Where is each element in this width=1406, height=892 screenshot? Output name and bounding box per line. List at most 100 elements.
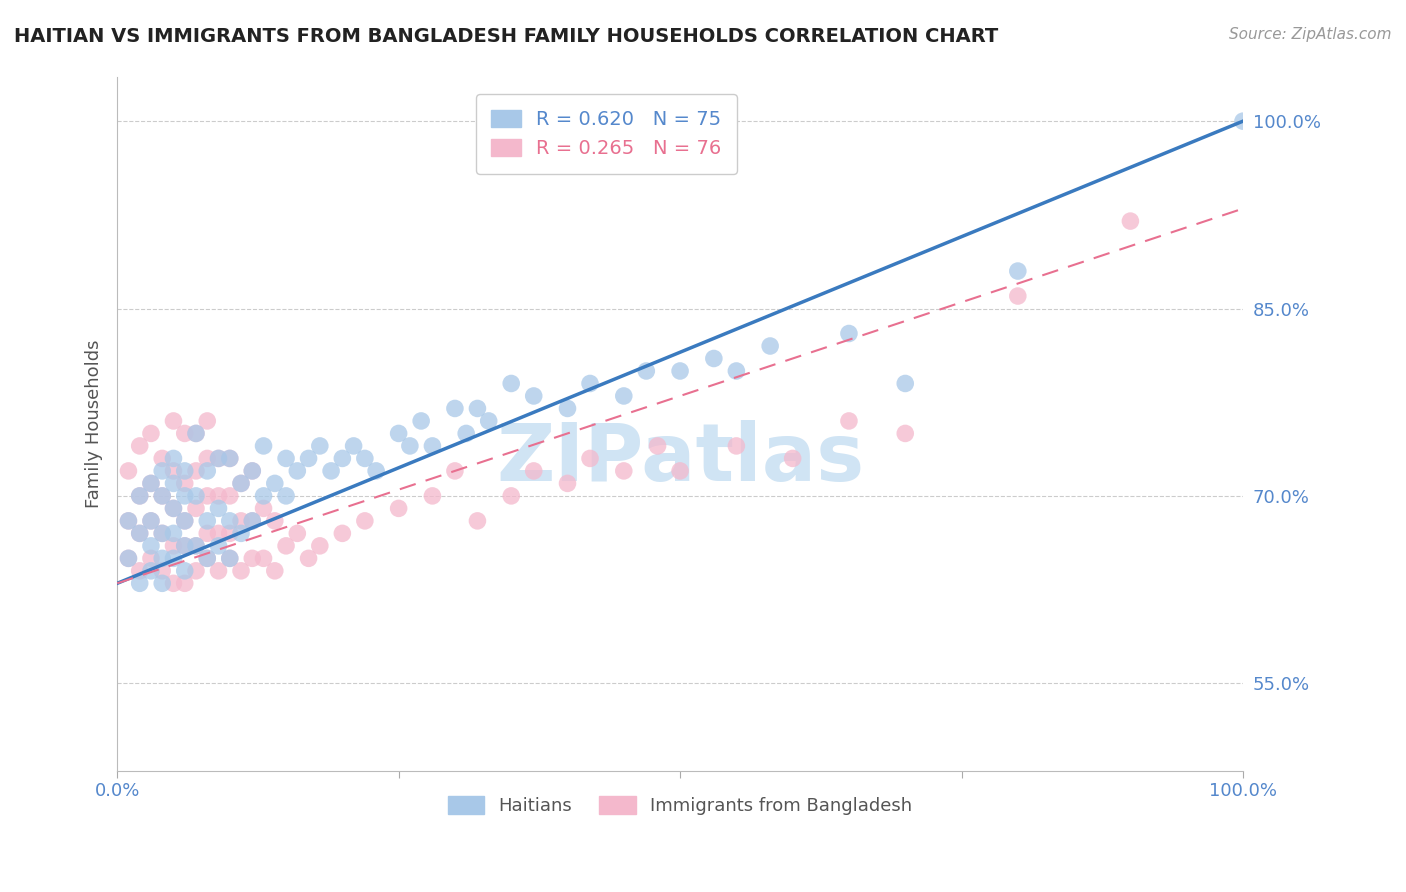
- Point: [229, 564, 252, 578]
- Point: [162, 464, 184, 478]
- Point: [613, 464, 636, 478]
- Point: [162, 551, 184, 566]
- Point: [297, 451, 319, 466]
- Point: [838, 414, 860, 428]
- Point: [150, 489, 173, 503]
- Point: [218, 551, 240, 566]
- Point: [274, 451, 297, 466]
- Point: [557, 476, 579, 491]
- Point: [782, 451, 804, 466]
- Point: [207, 539, 229, 553]
- Point: [240, 551, 263, 566]
- Point: [207, 564, 229, 578]
- Point: [173, 489, 195, 503]
- Point: [218, 514, 240, 528]
- Legend: Haitians, Immigrants from Bangladesh: Haitians, Immigrants from Bangladesh: [439, 787, 921, 824]
- Point: [195, 551, 218, 566]
- Point: [195, 414, 218, 428]
- Point: [240, 464, 263, 478]
- Point: [354, 451, 377, 466]
- Point: [162, 501, 184, 516]
- Point: [579, 376, 602, 391]
- Point: [184, 489, 207, 503]
- Point: [252, 439, 274, 453]
- Point: [184, 539, 207, 553]
- Point: [523, 389, 546, 403]
- Point: [173, 539, 195, 553]
- Point: [139, 539, 162, 553]
- Point: [139, 514, 162, 528]
- Point: [319, 464, 342, 478]
- Point: [229, 526, 252, 541]
- Point: [150, 526, 173, 541]
- Point: [725, 364, 748, 378]
- Point: [207, 501, 229, 516]
- Point: [894, 426, 917, 441]
- Point: [162, 576, 184, 591]
- Point: [229, 514, 252, 528]
- Point: [195, 464, 218, 478]
- Y-axis label: Family Households: Family Households: [86, 340, 103, 508]
- Point: [229, 476, 252, 491]
- Point: [150, 489, 173, 503]
- Point: [240, 514, 263, 528]
- Point: [150, 526, 173, 541]
- Point: [184, 501, 207, 516]
- Point: [139, 564, 162, 578]
- Point: [388, 426, 411, 441]
- Point: [117, 551, 139, 566]
- Point: [330, 526, 353, 541]
- Point: [128, 489, 150, 503]
- Point: [1007, 264, 1029, 278]
- Point: [184, 464, 207, 478]
- Point: [388, 501, 411, 516]
- Point: [128, 439, 150, 453]
- Point: [725, 439, 748, 453]
- Point: [207, 489, 229, 503]
- Point: [173, 514, 195, 528]
- Point: [128, 526, 150, 541]
- Point: [274, 489, 297, 503]
- Point: [117, 464, 139, 478]
- Point: [838, 326, 860, 341]
- Point: [669, 464, 692, 478]
- Point: [218, 489, 240, 503]
- Point: [139, 426, 162, 441]
- Point: [218, 451, 240, 466]
- Point: [150, 464, 173, 478]
- Point: [195, 451, 218, 466]
- Point: [139, 476, 162, 491]
- Point: [263, 514, 285, 528]
- Point: [150, 551, 173, 566]
- Point: [444, 401, 467, 416]
- Point: [308, 539, 330, 553]
- Point: [501, 376, 523, 391]
- Point: [366, 464, 388, 478]
- Point: [173, 514, 195, 528]
- Point: [1007, 289, 1029, 303]
- Point: [456, 426, 478, 441]
- Point: [139, 514, 162, 528]
- Point: [342, 439, 364, 453]
- Point: [759, 339, 782, 353]
- Point: [218, 526, 240, 541]
- Point: [240, 464, 263, 478]
- Point: [173, 576, 195, 591]
- Point: [150, 564, 173, 578]
- Point: [308, 439, 330, 453]
- Point: [218, 451, 240, 466]
- Point: [467, 401, 489, 416]
- Text: HAITIAN VS IMMIGRANTS FROM BANGLADESH FAMILY HOUSEHOLDS CORRELATION CHART: HAITIAN VS IMMIGRANTS FROM BANGLADESH FA…: [14, 27, 998, 45]
- Point: [139, 551, 162, 566]
- Point: [150, 451, 173, 466]
- Point: [117, 514, 139, 528]
- Point: [173, 426, 195, 441]
- Point: [195, 551, 218, 566]
- Point: [162, 476, 184, 491]
- Point: [467, 514, 489, 528]
- Point: [229, 476, 252, 491]
- Point: [703, 351, 725, 366]
- Point: [557, 401, 579, 416]
- Point: [117, 551, 139, 566]
- Point: [285, 464, 308, 478]
